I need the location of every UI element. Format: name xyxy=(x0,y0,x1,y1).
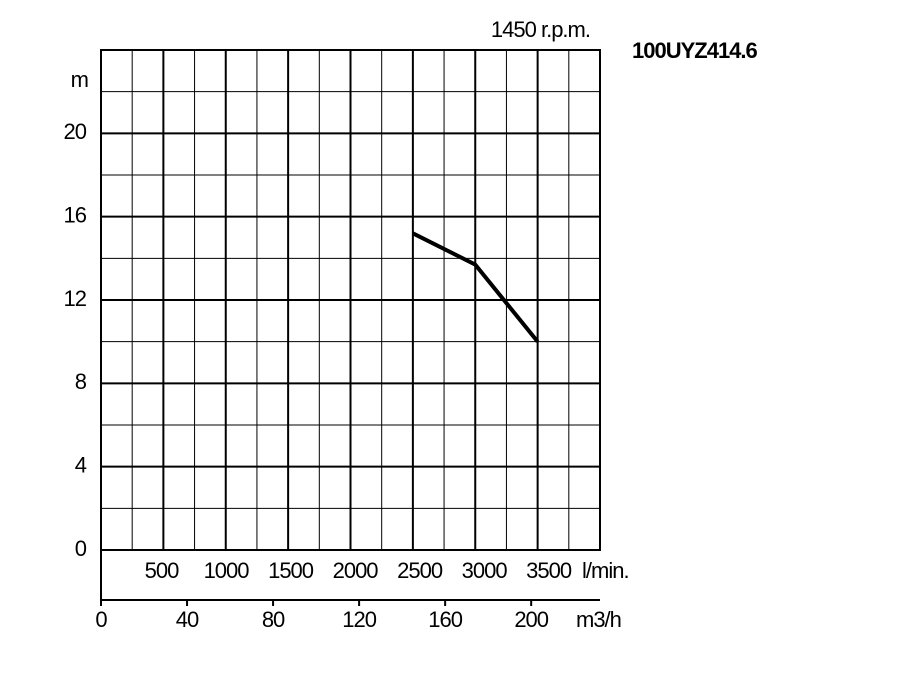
plot-frame xyxy=(100,49,601,551)
y-tick-label: 12 xyxy=(64,286,87,311)
grid xyxy=(101,50,600,551)
x2-tick-label: 2500 xyxy=(397,558,443,583)
y-tick-label: 0 xyxy=(75,536,87,561)
x2-tick-label: 2000 xyxy=(333,558,379,583)
x2-axis-label: l/min. xyxy=(582,558,629,583)
x2-tick-label: 3000 xyxy=(462,558,508,583)
chart-title: 100UYZ414.6 xyxy=(632,38,758,63)
x-tick-label: 80 xyxy=(262,607,285,632)
y-tick-label: 16 xyxy=(64,202,87,227)
x-tick-label: 200 xyxy=(514,607,548,632)
x-tick-label: 40 xyxy=(176,607,199,632)
x-tick-label: 160 xyxy=(428,607,462,632)
x2-tick-label: 500 xyxy=(145,558,179,583)
chart-subtitle: 1450 r.p.m. xyxy=(491,17,590,42)
x2-tick-label: 1000 xyxy=(204,558,250,583)
x2-tick-label: 3500 xyxy=(526,558,572,583)
x-tick-label: 120 xyxy=(342,607,376,632)
y-tick-label: 4 xyxy=(75,452,87,477)
y-tick-label: 20 xyxy=(64,119,87,144)
x-tick-label: 0 xyxy=(95,607,107,632)
curve xyxy=(411,231,540,343)
x2-tick-label: 1500 xyxy=(268,558,314,583)
x-axis-label: m3/h xyxy=(576,607,621,632)
y-axis-label: m xyxy=(71,67,88,92)
y-tick-label: 8 xyxy=(75,369,87,394)
